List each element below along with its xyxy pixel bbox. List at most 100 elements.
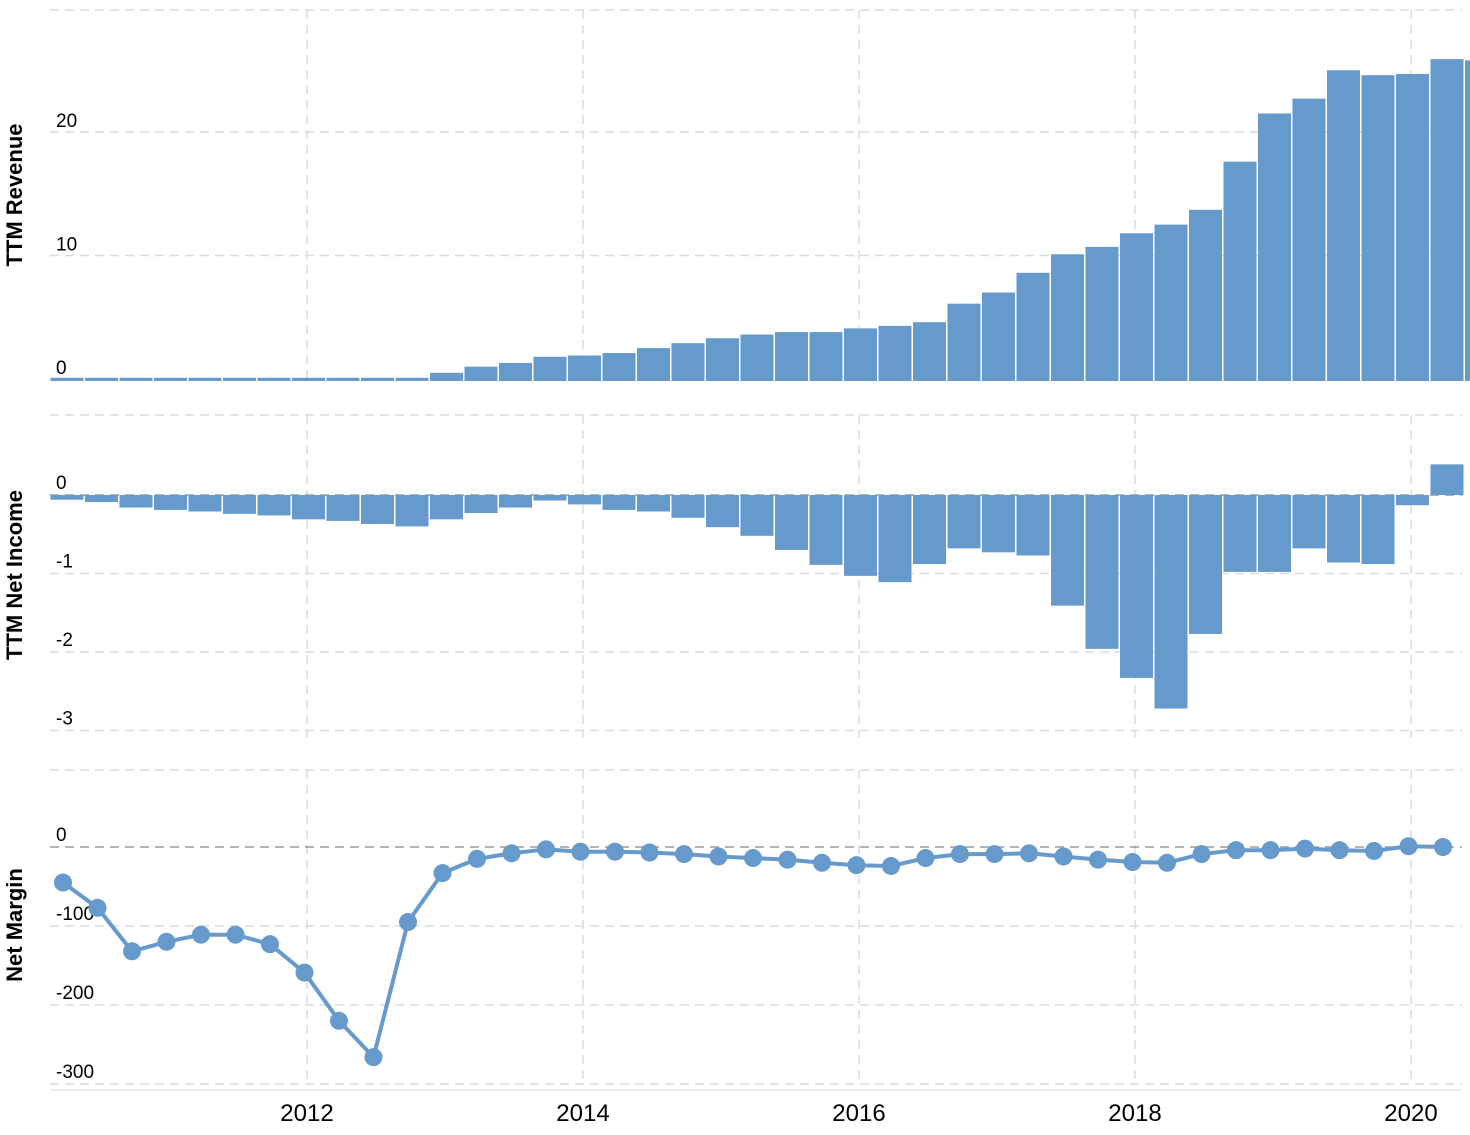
revenue-bar [637,348,670,381]
net-income-bar [464,495,498,514]
net-income-bar [85,495,118,503]
net-income-bar [1361,495,1395,565]
y-tick-label: 20 [56,111,77,132]
net-income-bar [1051,495,1084,606]
revenue-bar [1361,75,1395,381]
net-margin-point [537,840,555,859]
net-income-bar [740,495,774,536]
net-income-bar [430,495,463,520]
x-tick-label: 2016 [832,1100,885,1127]
y-tick-label: -300 [56,1062,94,1083]
y-axis-title: TTM Revenue [2,123,27,266]
net-margin-point [1399,837,1418,856]
revenue-bar [1327,70,1360,381]
revenue-bar [1223,161,1257,381]
net-income-bar [1396,495,1429,506]
net-income-bar [326,495,360,521]
net-income-bar [706,495,739,528]
net-margin-point [295,963,314,982]
net-margin-point [1365,841,1383,860]
net-income-bar [1016,495,1050,556]
net-income-bar [947,495,981,549]
net-margin-point [1089,850,1107,869]
revenue-bar [292,377,325,381]
y-tick-label: -200 [56,983,94,1004]
y-tick-label: -2 [56,630,73,651]
y-tick-label: -1 [56,552,73,573]
net-margin-point [709,847,728,866]
net-income-bar [1189,495,1222,634]
revenue-bar [1154,224,1188,381]
revenue-bar [1258,113,1291,381]
net-margin-point [468,849,486,868]
x-tick-label: 2020 [1384,1100,1437,1127]
net-income-bar [671,495,705,518]
net-margin-point [675,845,693,864]
net-margin-point [985,845,1004,864]
net-income-bar [50,495,84,500]
y-tick-label: 0 [56,473,67,494]
revenue-bar [740,334,774,381]
net-margin-point [1261,841,1280,860]
revenue-bar [1430,59,1464,381]
revenue-bar [1189,209,1222,381]
net-margin-point [1227,841,1245,860]
revenue-bar [913,322,946,381]
revenue-bar [671,343,705,381]
revenue-bar [844,328,877,381]
revenue-bar [775,332,808,381]
net-margin-point [54,873,72,892]
y-axis-title: Net Margin [2,868,27,982]
net-income-bar [809,495,843,565]
net-income-bar [188,495,222,512]
net-margin-point [1123,853,1142,872]
revenue-bar [223,377,256,381]
revenue-bar [1051,254,1084,381]
revenue-bar [361,377,394,381]
net-margin-point [882,856,900,875]
net-margin-point [1054,847,1073,866]
net-income-bar [1327,495,1360,563]
revenue-bar [706,338,739,381]
net-margin-point [847,856,866,875]
net-margin-point [571,842,590,861]
net-margin-point [778,850,797,869]
net-income-bar [292,495,325,520]
net-margin-point [1434,838,1452,856]
revenue-bar [982,292,1015,381]
net-income-bar [223,495,256,514]
net-margin-point [123,942,141,961]
net-margin-point [1192,845,1211,864]
net-income-bar [533,495,567,501]
net-income-bar [637,495,670,512]
revenue-bar [1120,233,1153,381]
net-income-bar [1292,495,1326,549]
x-tick-label: 2018 [1108,1100,1161,1127]
revenue-bar [326,377,360,381]
net-income-bar [119,495,153,508]
net-margin-point [261,935,279,954]
net-margin-point [951,845,969,864]
net-margin-point [744,849,762,868]
net-margin-point [606,842,624,861]
revenue-bar [533,356,567,381]
net-margin-point [1296,839,1314,858]
revenue-bar [395,377,429,381]
net-income-bar [878,495,912,583]
revenue-bar [430,372,463,381]
net-margin-point [433,864,452,883]
y-tick-label: -3 [56,709,73,730]
revenue-bar [1016,272,1050,381]
y-axis-title: TTM Net Income [2,490,27,660]
net-income-bar [1223,495,1257,572]
net-income-bar [257,495,291,516]
net-income-bar [1258,495,1291,572]
y-tick-label: 0 [56,358,67,379]
net-income-bar [602,495,636,510]
net-margin-point [157,932,176,951]
revenue-bar [602,353,636,381]
x-tick-label: 2012 [280,1100,333,1127]
revenue-bar [188,377,222,381]
